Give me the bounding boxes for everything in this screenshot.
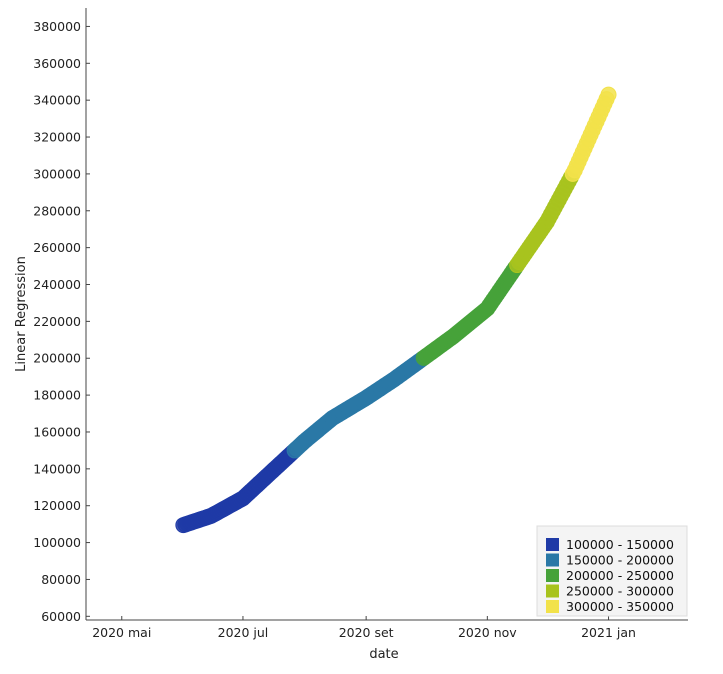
y-tick-label: 300000 bbox=[33, 166, 81, 181]
y-tick-label: 140000 bbox=[33, 461, 81, 476]
x-ticks: 2020 mai 2020 jul 2020 set 2020 nov 2021 jan bbox=[92, 616, 636, 640]
legend-label: 200000 - 250000 bbox=[566, 568, 674, 583]
legend-label: 100000 - 150000 bbox=[566, 537, 674, 552]
y-ticks: 60000 80000 100000 120000 140000 160000 180000… bbox=[33, 19, 90, 624]
legend-box bbox=[536, 525, 688, 617]
y-tick-label: 80000 bbox=[41, 572, 81, 587]
y-tick-label: 160000 bbox=[33, 424, 81, 439]
y-tick-label: 220000 bbox=[33, 314, 81, 329]
y-tick-label: 340000 bbox=[33, 93, 81, 108]
x-tick-label: 2021 jan bbox=[581, 625, 636, 640]
y-axis-label: Linear Regression bbox=[14, 256, 29, 372]
legend-label: 250000 - 300000 bbox=[566, 584, 674, 599]
x-tick-label: 2020 nov bbox=[458, 625, 517, 640]
x-tick-label: 2020 jul bbox=[218, 625, 269, 640]
data-point bbox=[600, 86, 617, 103]
legend-label: 300000 - 350000 bbox=[566, 599, 674, 614]
x-tick-label: 2020 set bbox=[339, 625, 394, 640]
legend-swatch bbox=[546, 569, 559, 582]
y-tick-label: 380000 bbox=[33, 19, 81, 34]
legend-swatch bbox=[546, 538, 559, 551]
x-tick-label: 2020 mai bbox=[92, 625, 151, 640]
data-points bbox=[175, 86, 617, 534]
y-tick-label: 240000 bbox=[33, 277, 81, 292]
axes bbox=[85, 8, 688, 621]
y-tick-label: 320000 bbox=[33, 130, 81, 145]
y-tick-label: 280000 bbox=[33, 203, 81, 218]
legend-swatch bbox=[546, 553, 559, 567]
x-axis-label: date bbox=[369, 647, 398, 662]
legend-label: 150000 - 200000 bbox=[566, 553, 674, 568]
y-tick-label: 200000 bbox=[33, 351, 81, 366]
y-tick-label: 180000 bbox=[33, 388, 81, 403]
legend-swatch bbox=[546, 584, 559, 598]
y-tick-label: 60000 bbox=[41, 609, 81, 624]
y-tick-label: 260000 bbox=[33, 240, 81, 255]
y-tick-label: 120000 bbox=[33, 498, 81, 513]
y-tick-label: 360000 bbox=[33, 56, 81, 71]
legend-swatch bbox=[546, 600, 559, 613]
y-tick-label: 100000 bbox=[33, 535, 81, 550]
